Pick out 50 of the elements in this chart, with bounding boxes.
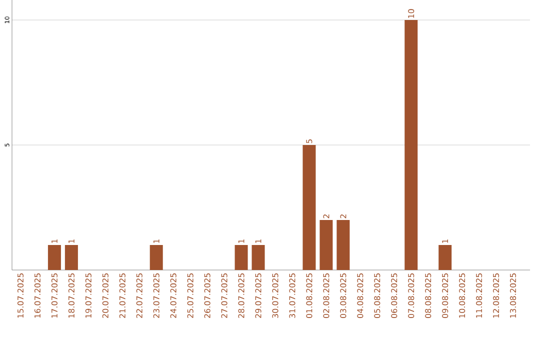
data-label: 5: [306, 139, 312, 144]
bar: [234, 245, 248, 270]
data-label: 1: [442, 239, 448, 243]
data-label: 10: [408, 9, 414, 18]
x-tick-label: 09.08.2025: [442, 273, 448, 318]
x-tick-label: 08.08.2025: [425, 273, 432, 318]
x-tick-label: 17.07.2025: [51, 273, 58, 318]
x-tick-label: 24.07.2025: [170, 273, 176, 318]
x-tick-label: 21.07.2025: [119, 273, 126, 318]
bar: [404, 20, 418, 270]
x-tick-label: 12.08.2025: [493, 273, 500, 318]
x-tick-label: 25.07.2025: [187, 273, 194, 318]
x-tick-label: 29.07.2025: [255, 273, 262, 318]
x-tick-label: 10.08.2025: [459, 273, 466, 318]
x-tick-label: 16.07.2025: [34, 273, 40, 318]
x-tick-label: 27.07.2025: [221, 273, 228, 318]
data-label: 1: [68, 239, 74, 243]
bar: [150, 245, 163, 270]
x-tick-label: 01.08.2025: [306, 273, 312, 318]
x-tick-label: 02.08.2025: [323, 273, 330, 318]
x-tick-label: 03.08.2025: [340, 273, 346, 318]
bar: [336, 220, 350, 270]
x-tick-label: 19.07.2025: [85, 273, 92, 318]
bar: [438, 245, 452, 270]
x-tick-label: 30.07.2025: [272, 273, 278, 318]
bar: [320, 220, 333, 270]
x-tick-label: 15.07.2025: [17, 273, 24, 318]
x-tick-label: 04.08.2025: [357, 273, 364, 318]
data-label: 2: [340, 214, 346, 218]
data-label: 1: [153, 239, 160, 243]
x-tick-label: 05.08.2025: [374, 273, 380, 318]
x-tick-label: 11.08.2025: [476, 273, 482, 318]
x-tick-label: 23.07.2025: [153, 273, 160, 318]
data-label: 2: [323, 214, 330, 218]
bar: [64, 245, 78, 270]
data-label: 1: [238, 239, 244, 243]
x-tick-label: 28.07.2025: [238, 273, 244, 318]
x-tick-label: 06.08.2025: [391, 273, 398, 318]
x-tick-label: 13.08.2025: [510, 273, 516, 318]
bar: [302, 145, 316, 270]
x-tick-label: 26.07.2025: [204, 273, 210, 318]
x-tick-label: 07.08.2025: [408, 273, 414, 318]
bar: [48, 245, 61, 270]
x-tick-label: 20.07.2025: [102, 273, 108, 318]
x-tick-label: 31.07.2025: [289, 273, 296, 318]
data-label: 1: [255, 239, 262, 243]
x-tick-label: 18.07.2025: [68, 273, 74, 318]
bar: [252, 245, 265, 270]
data-label: 1: [52, 239, 58, 243]
x-tick-label: 22.07.2025: [136, 273, 142, 318]
